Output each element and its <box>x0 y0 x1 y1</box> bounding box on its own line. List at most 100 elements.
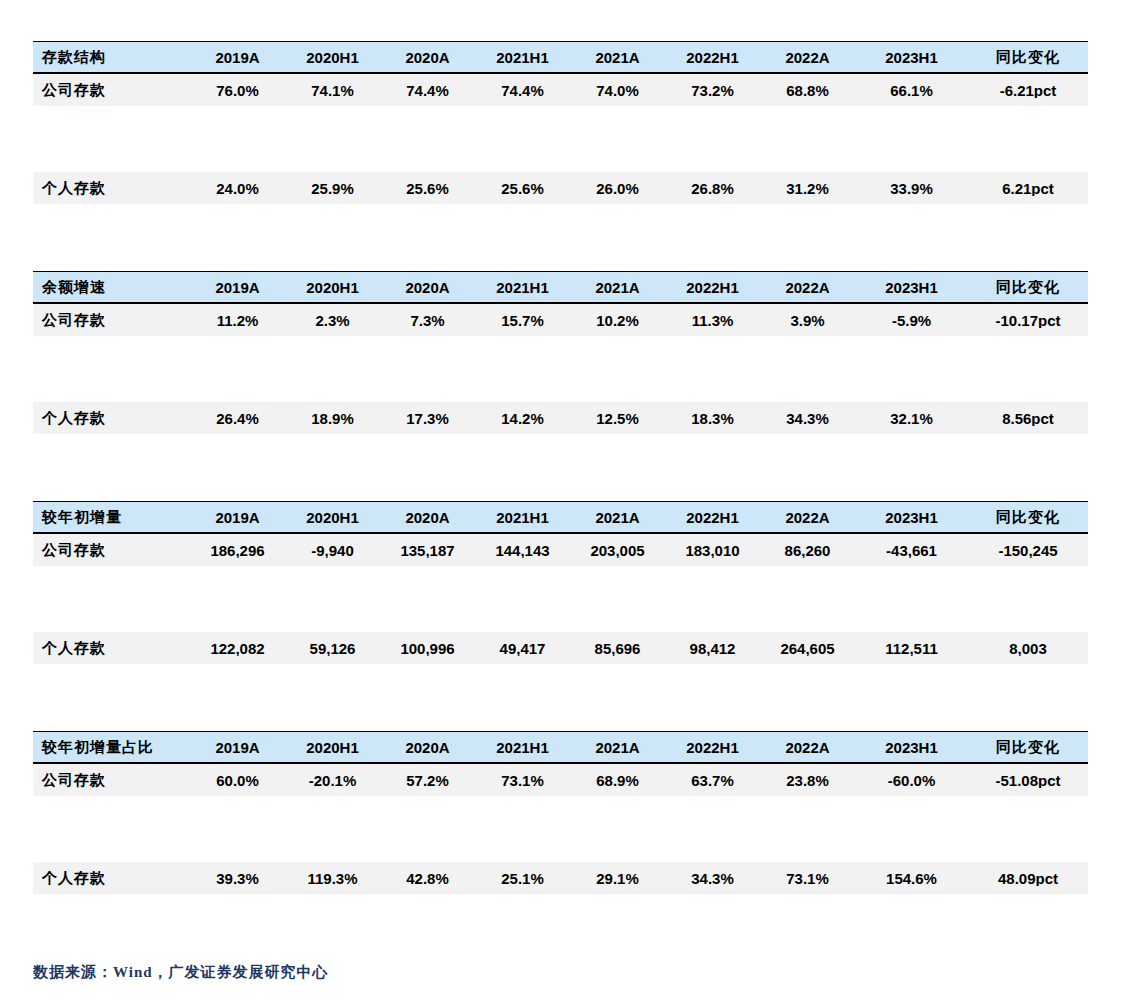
data-cell: 18.3% <box>665 411 760 426</box>
column-header: 2022A <box>760 510 855 525</box>
data-cell: 32.1% <box>855 411 968 426</box>
data-cell: 17.3% <box>380 411 475 426</box>
table-row-corporate: 公司存款60.0%-20.1%57.2%73.1%68.9%63.7%23.8%… <box>33 764 1088 796</box>
column-header: 2022A <box>760 280 855 295</box>
column-header: 2022H1 <box>665 510 760 525</box>
row-label: 个人存款 <box>33 181 190 196</box>
column-header: 2020A <box>380 280 475 295</box>
data-cell: 31.2% <box>760 181 855 196</box>
column-header: 2022H1 <box>665 740 760 755</box>
column-header: 2020A <box>380 740 475 755</box>
column-header: 2023H1 <box>855 510 968 525</box>
data-cell: 39.3% <box>190 871 285 886</box>
data-cell: 203,005 <box>570 543 665 558</box>
data-cell: 76.0% <box>190 83 285 98</box>
data-cell: -51.08pct <box>968 773 1088 788</box>
column-header: 2021A <box>570 740 665 755</box>
data-cell: 264,605 <box>760 641 855 656</box>
column-header: 2019A <box>190 510 285 525</box>
table-block-4: 较年初增量占比2019A2020H12020A2021H12021A2022H1… <box>33 731 1088 894</box>
data-cell: 10.2% <box>570 313 665 328</box>
column-header: 2022H1 <box>665 50 760 65</box>
column-header: 2021A <box>570 50 665 65</box>
data-cell: 34.3% <box>665 871 760 886</box>
row-label: 个人存款 <box>33 871 190 886</box>
row-spacer <box>33 106 1088 172</box>
data-cell: 42.8% <box>380 871 475 886</box>
table-block-3: 较年初增量2019A2020H12020A2021H12021A2022H120… <box>33 501 1088 664</box>
data-cell: 25.9% <box>285 181 380 196</box>
data-cell: 63.7% <box>665 773 760 788</box>
data-cell: 57.2% <box>380 773 475 788</box>
column-header: 2019A <box>190 280 285 295</box>
data-cell: 60.0% <box>190 773 285 788</box>
column-header: 2021A <box>570 280 665 295</box>
column-header: 2023H1 <box>855 740 968 755</box>
data-cell: 59,126 <box>285 641 380 656</box>
data-cell: 34.3% <box>760 411 855 426</box>
column-header: 2020H1 <box>285 280 380 295</box>
data-cell: 86,260 <box>760 543 855 558</box>
data-cell: 29.1% <box>570 871 665 886</box>
data-cell: 74.0% <box>570 83 665 98</box>
column-header: 2019A <box>190 50 285 65</box>
data-cell: 26.4% <box>190 411 285 426</box>
data-cell: 183,010 <box>665 543 760 558</box>
column-header: 2022A <box>760 740 855 755</box>
data-cell: 122,082 <box>190 641 285 656</box>
data-cell: -9,940 <box>285 543 380 558</box>
table-row-corporate: 公司存款11.2%2.3%7.3%15.7%10.2%11.3%3.9%-5.9… <box>33 304 1088 336</box>
data-cell: 12.5% <box>570 411 665 426</box>
data-cell: 100,996 <box>380 641 475 656</box>
data-cell: 8.56pct <box>968 411 1088 426</box>
data-cell: 24.0% <box>190 181 285 196</box>
data-cell: -20.1% <box>285 773 380 788</box>
data-cell: 74.4% <box>380 83 475 98</box>
row-label: 公司存款 <box>33 83 190 98</box>
table-header-row: 较年初增量2019A2020H12020A2021H12021A2022H120… <box>33 501 1088 534</box>
data-cell: 73.1% <box>475 773 570 788</box>
table-row-personal: 个人存款24.0%25.9%25.6%25.6%26.0%26.8%31.2%3… <box>33 172 1088 204</box>
data-cell: 144,143 <box>475 543 570 558</box>
data-cell: -10.17pct <box>968 313 1088 328</box>
column-header: 2020H1 <box>285 50 380 65</box>
table-row-personal: 个人存款39.3%119.3%42.8%25.1%29.1%34.3%73.1%… <box>33 862 1088 894</box>
data-cell: 15.7% <box>475 313 570 328</box>
data-cell: 112,511 <box>855 641 968 656</box>
data-cell: 33.9% <box>855 181 968 196</box>
table-header-row: 余额增速2019A2020H12020A2021H12021A2022H1202… <box>33 271 1088 304</box>
data-cell: 7.3% <box>380 313 475 328</box>
table-title: 存款结构 <box>33 50 190 65</box>
column-header: 2022A <box>760 50 855 65</box>
data-cell: 18.9% <box>285 411 380 426</box>
column-header: 2021H1 <box>475 50 570 65</box>
table-row-personal: 个人存款26.4%18.9%17.3%14.2%12.5%18.3%34.3%3… <box>33 402 1088 434</box>
table-header-row: 存款结构2019A2020H12020A2021H12021A2022H1202… <box>33 41 1088 74</box>
data-cell: 25.6% <box>380 181 475 196</box>
data-cell: 154.6% <box>855 871 968 886</box>
data-cell: 3.9% <box>760 313 855 328</box>
column-header: 2019A <box>190 740 285 755</box>
row-spacer <box>33 796 1088 862</box>
column-header: 2021H1 <box>475 510 570 525</box>
column-header: 同比变化 <box>968 740 1088 755</box>
data-source-note: 数据来源：Wind，广发证券发展研究中心 <box>33 963 329 982</box>
table-row-personal: 个人存款122,08259,126100,99649,41785,69698,4… <box>33 632 1088 664</box>
column-header: 同比变化 <box>968 280 1088 295</box>
data-cell: 11.3% <box>665 313 760 328</box>
data-cell: 73.2% <box>665 83 760 98</box>
row-label: 公司存款 <box>33 543 190 558</box>
data-cell: 68.9% <box>570 773 665 788</box>
data-cell: -150,245 <box>968 543 1088 558</box>
data-cell: 74.1% <box>285 83 380 98</box>
table-block-2: 余额增速2019A2020H12020A2021H12021A2022H1202… <box>33 271 1088 434</box>
data-cell: -6.21pct <box>968 83 1088 98</box>
column-header: 同比变化 <box>968 510 1088 525</box>
data-cell: 186,296 <box>190 543 285 558</box>
column-header: 2020H1 <box>285 740 380 755</box>
row-label: 公司存款 <box>33 773 190 788</box>
table-row-corporate: 公司存款186,296-9,940135,187144,143203,00518… <box>33 534 1088 566</box>
data-cell: -43,661 <box>855 543 968 558</box>
data-cell: 26.8% <box>665 181 760 196</box>
data-cell: 73.1% <box>760 871 855 886</box>
